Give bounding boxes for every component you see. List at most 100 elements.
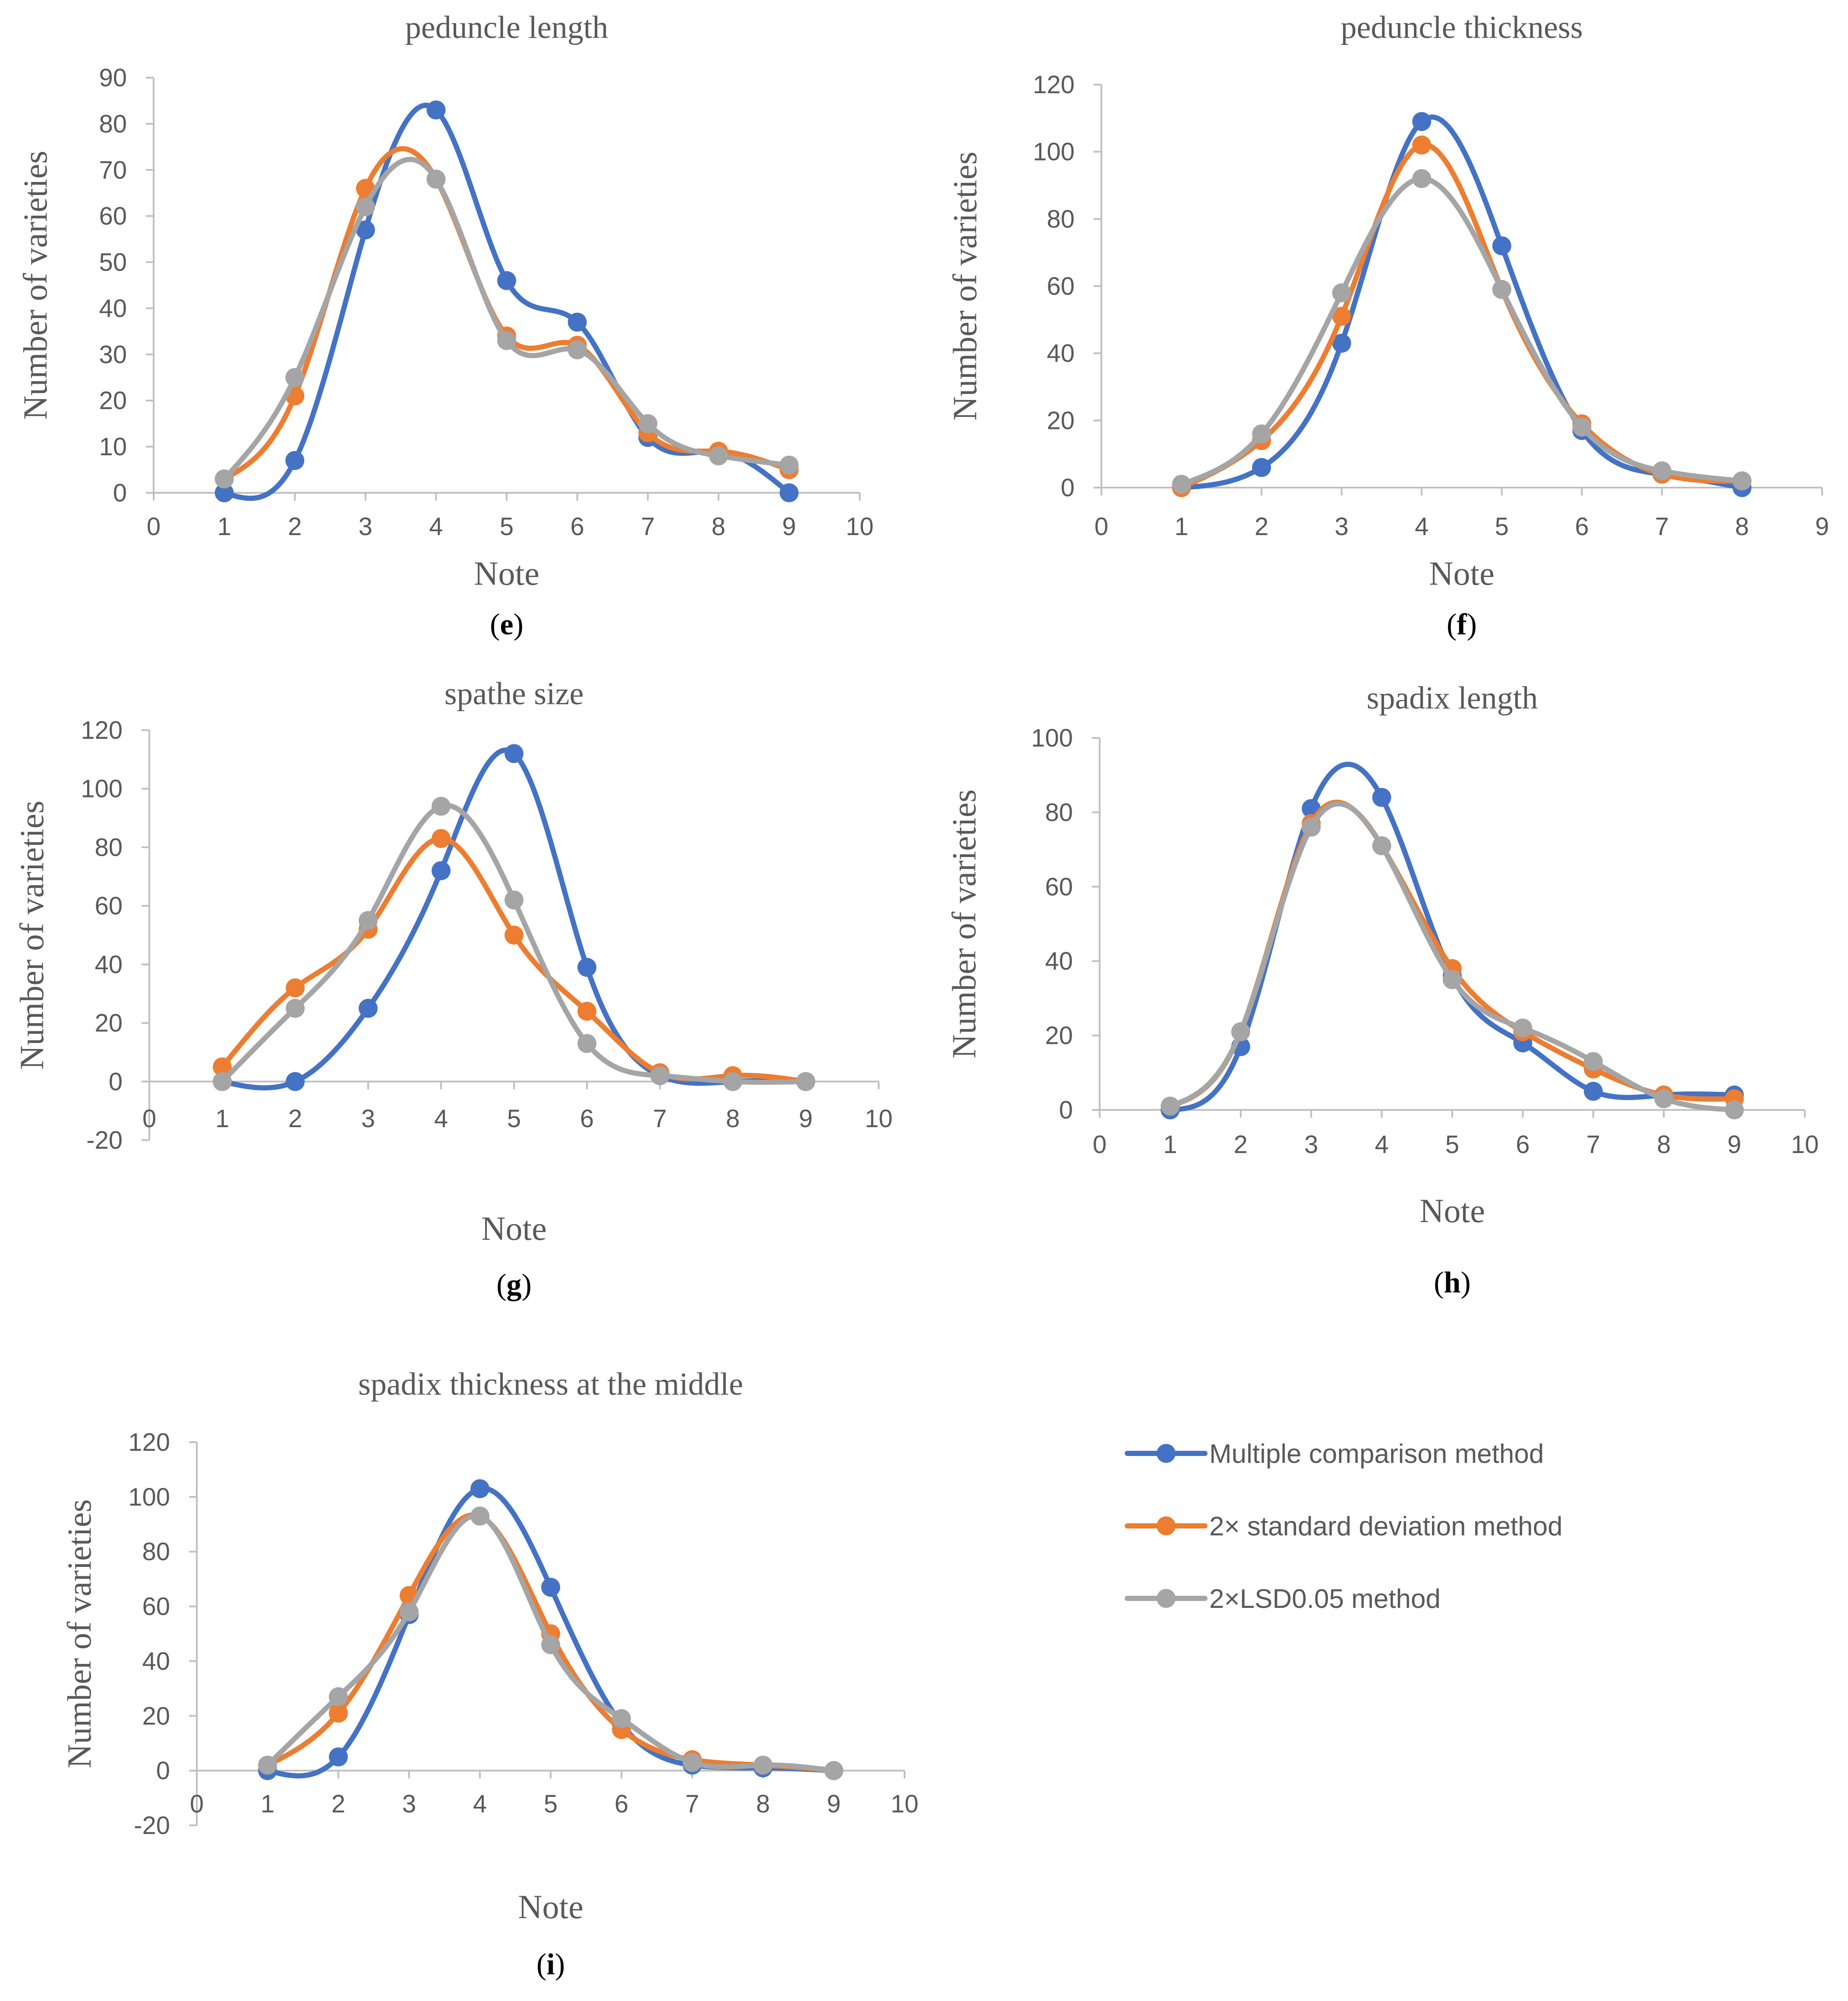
y-tick-label: 100 <box>128 1483 170 1511</box>
x-tick-label: 7 <box>685 1790 699 1818</box>
data-point <box>1252 458 1271 477</box>
series-line <box>1167 801 1737 1112</box>
data-point <box>779 483 799 502</box>
data-point <box>286 1072 305 1091</box>
data-point <box>1302 817 1321 837</box>
series-1 <box>213 744 815 1091</box>
y-tick-label: 0 <box>113 479 127 507</box>
series-1 <box>214 100 799 502</box>
y-axis-title: Number of varieties <box>945 789 983 1059</box>
x-tick-label: 10 <box>891 1790 919 1818</box>
data-point <box>400 1602 419 1622</box>
data-point <box>1513 1018 1533 1038</box>
data-point <box>1652 461 1671 481</box>
data-point <box>497 271 516 290</box>
panel-label: (f) <box>1447 608 1477 641</box>
data-point <box>638 414 658 433</box>
x-tick-label: 4 <box>429 513 443 541</box>
chart-title: spadix length <box>1367 681 1538 716</box>
data-point <box>824 1761 843 1780</box>
x-tick-label: 10 <box>846 513 874 541</box>
y-tick-label: 20 <box>95 1009 123 1037</box>
chart-title: spathe size <box>445 676 584 712</box>
x-tick-label: 4 <box>1415 513 1429 541</box>
y-tick-label: 100 <box>1033 138 1075 166</box>
y-tick-label: 20 <box>1045 1022 1073 1050</box>
x-tick-label: 8 <box>726 1105 740 1133</box>
chart-title: spadix thickness at the middle <box>358 1367 743 1402</box>
x-axis-title: Note <box>481 1210 547 1247</box>
chart-g: spathe size -20 0 20 40 60 80 100 120 0 1 2 3 4 5 6 7 8 9 1… <box>13 676 892 1301</box>
data-point <box>650 1066 669 1085</box>
data-point <box>1732 471 1752 491</box>
x-tick-label: 4 <box>434 1105 448 1133</box>
x-tick-label: 8 <box>1657 1131 1671 1159</box>
data-point <box>426 170 446 189</box>
x-tick-label: 7 <box>1655 513 1669 541</box>
data-point <box>1332 283 1351 303</box>
x-tick-label: 6 <box>1575 513 1589 541</box>
series-3 <box>213 797 815 1091</box>
x-tick-label: 2 <box>288 1105 302 1133</box>
y-axis-title: Number of varieties <box>60 1499 98 1768</box>
x-tick-label: 1 <box>1174 513 1188 541</box>
data-point <box>1583 1052 1603 1071</box>
y-tick-label: 40 <box>99 294 127 322</box>
data-point <box>709 446 728 466</box>
data-point <box>1492 236 1511 255</box>
data-point <box>577 1002 596 1021</box>
data-point <box>796 1072 815 1091</box>
x-axis-title: Note <box>1429 555 1495 592</box>
data-point <box>1412 169 1432 188</box>
x-tick-label: 1 <box>217 513 231 541</box>
x-axis-title: Note <box>1419 1192 1485 1229</box>
y-tick-label: 40 <box>95 951 123 979</box>
data-point <box>432 861 451 880</box>
legend-marker <box>1157 1444 1176 1463</box>
y-axis-title: Number of varieties <box>13 800 50 1070</box>
y-tick-label: 80 <box>95 833 123 861</box>
chart-title: peduncle thickness <box>1341 10 1583 45</box>
x-tick-label: 9 <box>799 1105 813 1133</box>
x-tick-label: 2 <box>288 513 302 541</box>
y-tick-label: 40 <box>142 1647 170 1675</box>
x-tick-label: 0 <box>147 513 161 541</box>
x-tick-label: 3 <box>1304 1131 1318 1159</box>
data-point <box>359 999 378 1018</box>
x-tick-label: 10 <box>865 1105 893 1133</box>
x-tick-label: 6 <box>580 1105 594 1133</box>
chart-f: peduncle thickness 0 20 40 60 80 100 120 0 1 2 3 4 5 6… <box>946 10 1829 641</box>
chart-i: spadix thickness at the middle-200204060… <box>60 1367 918 1981</box>
legend-item: 2× standard deviation method <box>1125 1512 1563 1541</box>
data-point <box>1725 1100 1744 1119</box>
data-point <box>285 451 305 470</box>
data-point <box>541 1578 560 1597</box>
y-tick-label: 90 <box>99 64 127 92</box>
series-line <box>221 103 792 501</box>
data-point <box>723 1072 742 1091</box>
x-tick-label: 7 <box>641 513 655 541</box>
x-tick-label: 0 <box>1094 513 1108 541</box>
panel-label: (e) <box>490 608 523 641</box>
x-tick-label: 9 <box>782 513 796 541</box>
x-tick-label: 7 <box>1586 1131 1600 1159</box>
y-tick-label: 80 <box>1047 205 1075 233</box>
data-point <box>356 220 375 239</box>
legend-label: 2× standard deviation method <box>1209 1512 1563 1541</box>
data-point <box>359 911 378 930</box>
legend-label: Multiple comparison method <box>1209 1439 1544 1469</box>
x-axis-title: Note <box>474 555 539 592</box>
series-line <box>1167 800 1737 1109</box>
series-line <box>220 747 808 1090</box>
data-point <box>285 368 305 387</box>
y-tick-label: 100 <box>1031 724 1073 752</box>
series-line <box>1167 762 1737 1112</box>
x-tick-label: 5 <box>1495 513 1509 541</box>
x-tick-label: 5 <box>544 1790 558 1818</box>
x-tick-label: 3 <box>361 1105 375 1133</box>
legend-marker <box>1157 1516 1176 1535</box>
y-tick-label: 0 <box>1059 1096 1073 1124</box>
data-point <box>1492 280 1511 299</box>
data-point <box>1654 1089 1674 1109</box>
x-tick-label: 8 <box>712 513 725 541</box>
